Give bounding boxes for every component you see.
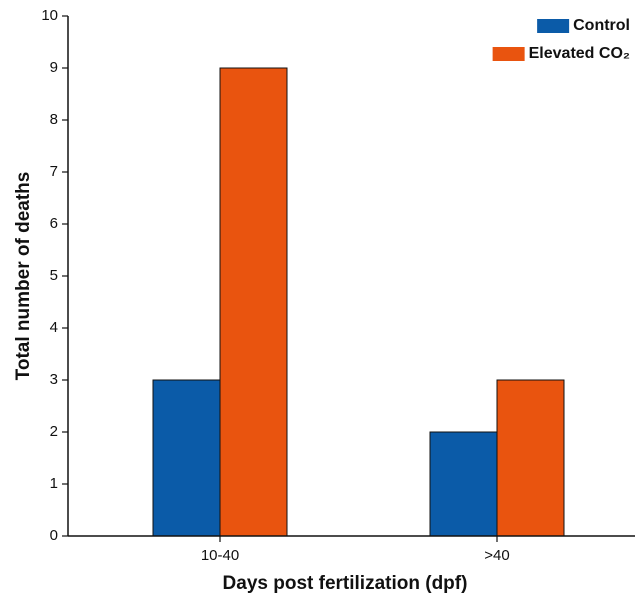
legend-swatch <box>492 47 525 61</box>
y-tick-label: 5 <box>50 267 58 284</box>
bar <box>152 379 221 537</box>
y-tick-label: 1 <box>50 475 58 492</box>
bar <box>219 67 288 537</box>
y-tick-label: 4 <box>50 319 58 336</box>
y-tick-label: 10 <box>41 7 58 24</box>
y-tick-label: 8 <box>50 111 58 128</box>
y-tick-label: 0 <box>50 527 58 544</box>
y-tick-label: 3 <box>50 371 58 388</box>
y-tick-label: 6 <box>50 215 58 232</box>
bar <box>429 431 498 537</box>
y-axis-title: Total number of deaths <box>13 172 34 381</box>
legend-swatch <box>537 19 570 33</box>
legend-label: Control <box>573 17 630 34</box>
y-tick-label: 9 <box>50 59 58 76</box>
x-axis-title: Days post fertilization (dpf) <box>223 573 468 594</box>
bar <box>496 379 565 537</box>
y-tick-label: 2 <box>50 423 58 440</box>
y-tick-label: 7 <box>50 163 58 180</box>
x-tick-label: 10-40 <box>201 547 239 564</box>
legend-label: Elevated CO₂ <box>529 45 630 62</box>
x-tick-label: >40 <box>484 547 509 564</box>
